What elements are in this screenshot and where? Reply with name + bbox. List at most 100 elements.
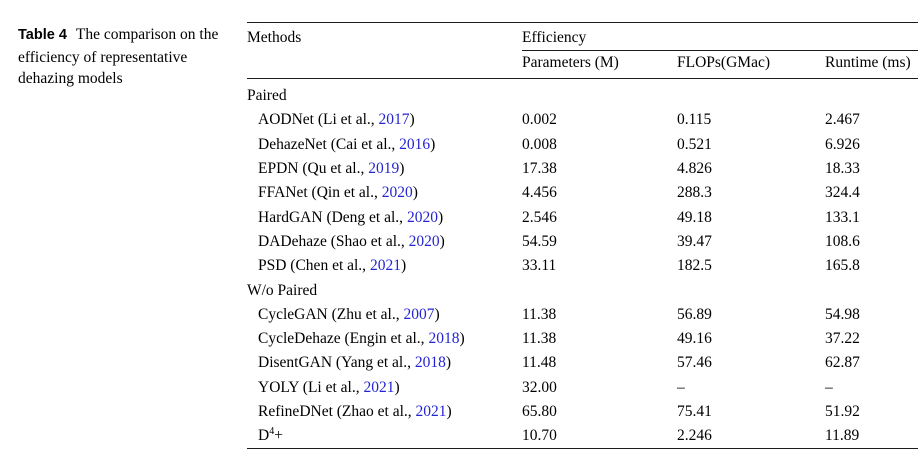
method-name: DisentGAN (Yang et al., 2018) [258, 354, 452, 372]
superscript: 4 [269, 426, 275, 438]
parameters-value: 2.546 [522, 208, 557, 226]
table-row: DisentGAN (Yang et al., 2018) 11.48 57.46 6… [247, 351, 918, 375]
citation-year-link[interactable]: 2016 [399, 135, 431, 153]
table-row: DehazeNet (Cai et al., 2016) 0.008 0.521 6.… [247, 133, 918, 157]
citation-year-link[interactable]: 2021 [369, 257, 401, 275]
table-row: Paired [247, 79, 918, 109]
table-caption-text: The comparison on the efficiency of repr… [18, 26, 219, 87]
citation-year-link[interactable]: 2020 [406, 208, 438, 226]
column-group-header-efficiency: Efficiency [522, 22, 918, 51]
column-header-parameters: Parameters (M) [522, 54, 619, 71]
table-row: RefineDNet (Zhao et al., 2021) 65.80 75.41… [247, 400, 918, 424]
flops-value: 0.521 [677, 135, 712, 153]
flops-value [677, 278, 825, 302]
runtime-value: 54.98 [825, 305, 860, 323]
flops-value: 182.5 [677, 257, 712, 275]
method-name: CycleGAN (Zhu et al., 2007) [258, 305, 440, 323]
parameters-value: 54.59 [522, 232, 557, 250]
citation-year-link[interactable]: 2018 [428, 330, 460, 348]
flops-value: 2.246 [677, 427, 712, 445]
comparison-table: Methods Efficiency Parameters (M) FLOPs(… [247, 22, 918, 450]
parameters-value: 0.002 [522, 111, 557, 129]
flops-value [677, 79, 825, 109]
table-row: PSD (Chen et al., 2021) 33.11 182.5 165.8 [247, 254, 918, 278]
flops-value: 57.46 [677, 354, 712, 372]
runtime-value: 51.92 [825, 403, 860, 420]
parameters-value: 11.38 [522, 305, 557, 323]
parameters-value [522, 79, 677, 109]
method-name: D4+ [258, 426, 283, 445]
citation-year-link[interactable]: 2021 [363, 378, 395, 396]
runtime-value: 37.22 [825, 330, 860, 348]
method-name: RefineDNet (Zhao et al., 2021) [258, 403, 452, 420]
method-name: DehazeNet (Cai et al., 2016) [258, 135, 436, 153]
method-name: HardGAN (Deng et al., 2020) [258, 208, 444, 226]
column-header-methods: Methods [247, 29, 302, 46]
table-row: D4+ 10.70 2.246 11.89 [247, 424, 918, 449]
table-row: HardGAN (Deng et al., 2020) 2.546 49.18 133… [247, 205, 918, 229]
table-row: W/o Paired [247, 278, 918, 302]
section-label: Paired [247, 87, 287, 105]
runtime-value: – [825, 378, 833, 396]
flops-value: 49.16 [677, 330, 712, 348]
parameters-value: 17.38 [522, 160, 557, 178]
parameters-value [522, 278, 677, 302]
flops-value: 39.47 [677, 232, 712, 250]
parameters-value: 33.11 [522, 257, 557, 275]
citation-year-link[interactable]: 2007 [403, 305, 435, 323]
method-name: PSD (Chen et al., 2021) [258, 257, 407, 275]
parameters-value: 10.70 [522, 427, 557, 445]
method-name: EPDN (Qu et al., 2019) [258, 160, 405, 178]
table-row: CycleGAN (Zhu et al., 2007) 11.38 56.89 54.… [247, 303, 918, 327]
column-header-runtime: Runtime (ms) [825, 54, 911, 71]
table-body: Paired AODNet (Li et al., 2017) 0.002 0.115… [247, 79, 918, 449]
table-row: CycleDehaze (Engin et al., 2018) 11.38 49.… [247, 327, 918, 351]
table-row: YOLY (Li et al., 2021) 32.00 – – [247, 376, 918, 400]
table-caption: Table 4 The comparison on the efficiency … [18, 24, 234, 90]
method-name: DADehaze (Shao et al., 2020) [258, 232, 445, 250]
flops-value: 0.115 [677, 111, 712, 129]
citation-year-link[interactable]: 2020 [408, 232, 440, 250]
runtime-value: 11.89 [825, 427, 860, 445]
citation-year-link[interactable]: 2021 [415, 403, 447, 420]
parameters-value: 4.456 [522, 184, 557, 202]
runtime-value [825, 79, 918, 109]
runtime-value: 62.87 [825, 354, 860, 372]
flops-value: 288.3 [677, 184, 712, 202]
parameters-value: 11.38 [522, 330, 557, 348]
runtime-value: 6.926 [825, 135, 860, 153]
citation-year-link[interactable]: 2017 [378, 111, 410, 129]
table-row: DADehaze (Shao et al., 2020) 54.59 39.47 10… [247, 230, 918, 254]
table-caption-label: Table 4 [18, 27, 67, 43]
section-label: W/o Paired [247, 281, 318, 299]
table-row: AODNet (Li et al., 2017) 0.002 0.115 2.467 [247, 108, 918, 132]
table-row: FFANet (Qin et al., 2020) 4.456 288.3 324.4 [247, 181, 918, 205]
method-name: FFANet (Qin et al., 2020) [258, 184, 418, 202]
runtime-value: 2.467 [825, 111, 860, 129]
method-name: YOLY (Li et al., 2021) [258, 378, 400, 396]
flops-value: 56.89 [677, 305, 712, 323]
runtime-value [825, 278, 918, 302]
runtime-value: 324.4 [825, 184, 860, 202]
citation-year-link[interactable]: 2019 [368, 160, 400, 178]
column-header-flops: FLOPs(GMac) [677, 54, 770, 71]
runtime-value: 18.33 [825, 160, 860, 178]
flops-value: 75.41 [677, 403, 712, 420]
citation-year-link[interactable]: 2018 [414, 354, 446, 372]
method-name: AODNet (Li et al., 2017) [258, 111, 415, 129]
table-header: Methods Efficiency Parameters (M) FLOPs(… [247, 22, 918, 79]
parameters-value: 11.48 [522, 354, 557, 372]
flops-value: – [677, 378, 685, 396]
parameters-value: 0.008 [522, 135, 557, 153]
runtime-value: 133.1 [825, 208, 860, 226]
method-name: CycleDehaze (Engin et al., 2018) [258, 330, 465, 348]
flops-value: 4.826 [677, 160, 712, 178]
flops-value: 49.18 [677, 208, 712, 226]
citation-year-link[interactable]: 2020 [381, 184, 413, 202]
runtime-value: 108.6 [825, 232, 860, 250]
runtime-value: 165.8 [825, 257, 860, 275]
table-row: EPDN (Qu et al., 2019) 17.38 4.826 18.33 [247, 157, 918, 181]
efficiency-table: Methods Efficiency Parameters (M) FLOPs(… [247, 22, 918, 450]
parameters-value: 32.00 [522, 378, 557, 396]
parameters-value: 65.80 [522, 403, 557, 420]
